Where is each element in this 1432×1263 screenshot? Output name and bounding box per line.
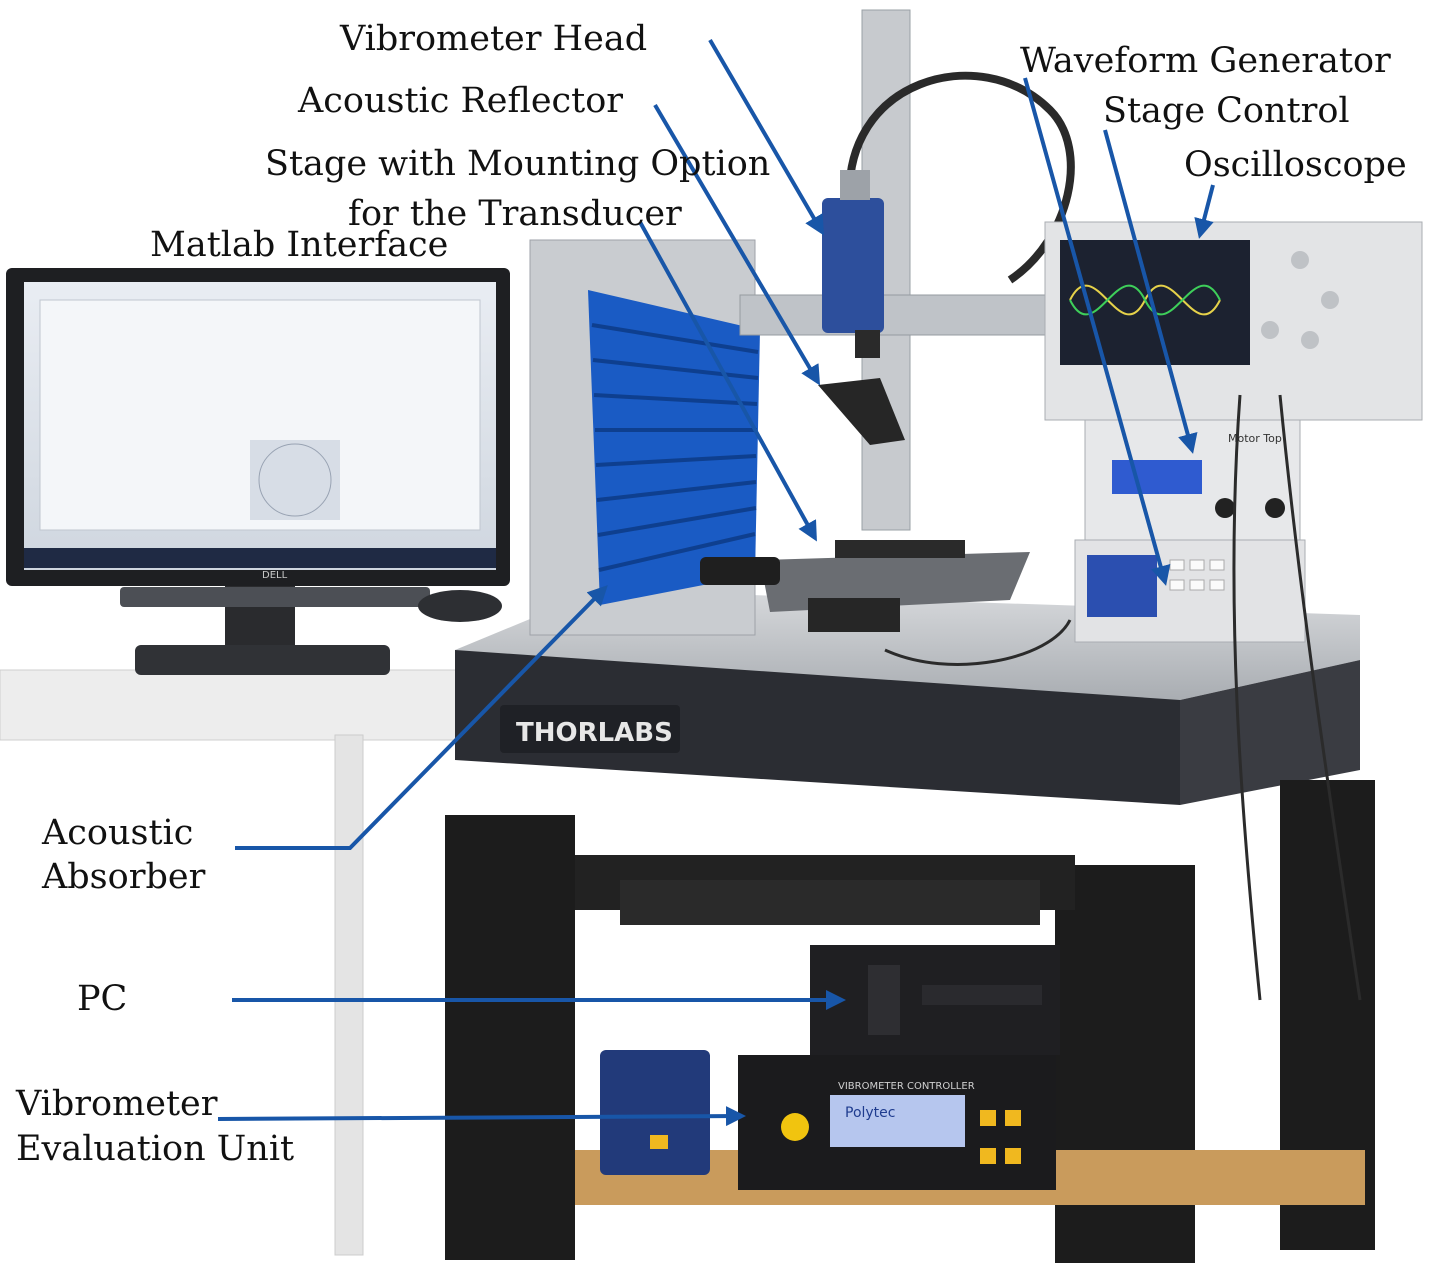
label-vibrometer-evaluation-line2: Evaluation Unit [16,1129,295,1169]
stage-control-box: Motor Top [1084,419,1301,541]
motor-top-text: Motor Top [1228,432,1282,445]
arrow-waveform-generator [1023,77,1171,586]
vibrometer-head [822,170,884,358]
optical-table: THORLABS [455,590,1360,805]
label-acoustic-reflector: Acoustic Reflector [298,81,624,121]
label-vibrometer-evaluation-line1: Vibrometer [16,1084,218,1124]
label-acoustic-absorber-line2: Absorber [42,857,206,897]
arrow-vibrometer-evaluation-unit [217,1106,746,1127]
label-oscilloscope: Oscilloscope [1184,145,1407,185]
annotation-arrows [217,38,1215,1127]
arrow-stage-control [1103,129,1198,454]
label-waveform-generator: Waveform Generator [1020,41,1391,81]
arrow-vibrometer-head [708,38,825,236]
monitor: DELL [6,268,510,675]
arrow-acoustic-reflector [653,103,821,386]
arrow-stage [638,221,817,542]
label-stage-line1: Stage with Mounting Option [265,144,771,184]
label-acoustic-absorber-line1: Acoustic [42,813,194,853]
polytec-display-text: Polytec [845,1105,895,1121]
acoustic-reflector [818,378,905,445]
label-stage-line2: for the Transducer [348,194,682,234]
desk [0,669,471,1256]
label-stage-control: Stage Control [1103,91,1350,131]
oscilloscope [1044,221,1423,421]
arrow-oscilloscope [1194,184,1215,239]
label-matlab-interface: Matlab Interface [150,225,449,265]
monitor-brand-text: DELL [262,570,288,581]
label-vibrometer-head: Vibrometer Head [340,19,648,59]
waveform-generator [1074,539,1306,643]
arrow-acoustic-absorber [235,585,608,850]
cables [884,394,1362,1001]
controller-title-text: VIBROMETER CONTROLLER [838,1081,975,1092]
vibrometer-controller: Polytec VIBROMETER CONTROLLER [600,1050,1056,1190]
label-pc: PC [77,979,128,1019]
translation-stage [700,540,1030,632]
pc-tower [810,945,1060,1055]
thorlabs-plate-text: THORLABS [516,718,673,748]
